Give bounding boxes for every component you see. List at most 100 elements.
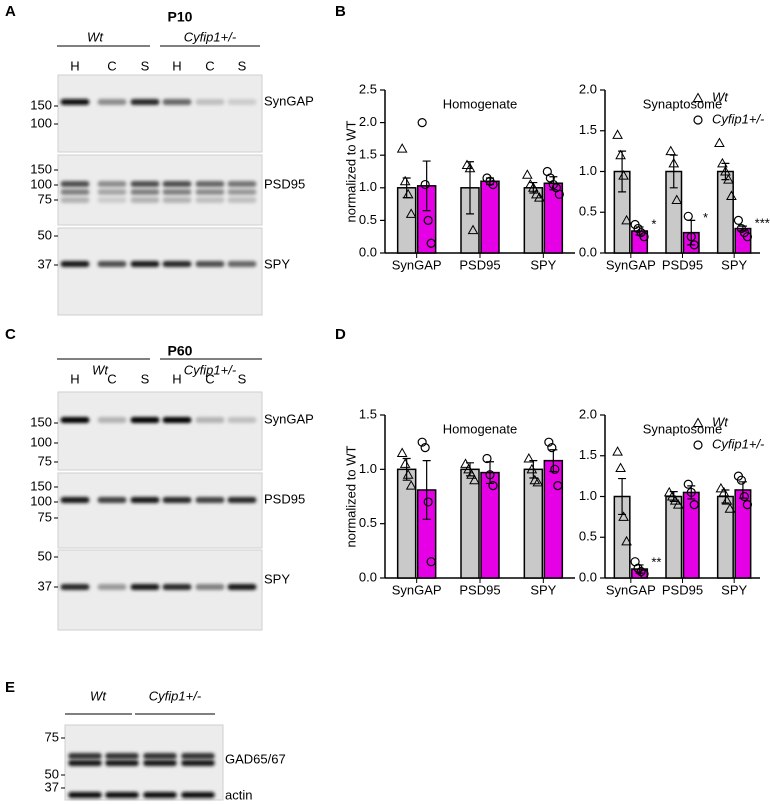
lane-label: H bbox=[172, 58, 181, 73]
band bbox=[195, 584, 225, 590]
point-marker bbox=[714, 137, 725, 147]
panel-letter: C bbox=[5, 326, 16, 343]
y-tick-label: 1.5 bbox=[359, 406, 377, 421]
point-marker bbox=[693, 115, 703, 125]
band bbox=[195, 497, 225, 503]
point-marker bbox=[463, 463, 474, 474]
band bbox=[68, 792, 102, 798]
x-tick-label: PSD95 bbox=[459, 582, 500, 597]
y-tick-label: 0.5 bbox=[579, 529, 597, 544]
band bbox=[181, 753, 215, 759]
point-marker bbox=[466, 469, 477, 479]
band bbox=[181, 792, 215, 798]
y-tick-label: 0.5 bbox=[579, 204, 597, 219]
strip-label: SPY bbox=[264, 571, 290, 586]
point-marker bbox=[488, 481, 498, 491]
point-marker bbox=[621, 535, 632, 546]
point-marker bbox=[420, 443, 430, 453]
y-tick-label: 2.5 bbox=[359, 81, 377, 96]
band bbox=[97, 261, 127, 267]
band bbox=[60, 99, 90, 105]
band bbox=[97, 99, 127, 105]
point-marker bbox=[736, 475, 747, 485]
point-marker bbox=[692, 417, 704, 427]
bar bbox=[543, 182, 564, 254]
point-marker bbox=[544, 437, 554, 447]
point-marker bbox=[399, 175, 411, 186]
point-marker bbox=[553, 481, 563, 491]
blot-title: P60 bbox=[168, 343, 193, 359]
mw-marker: 150 bbox=[30, 478, 52, 493]
band bbox=[195, 197, 225, 203]
mw-marker: 100 bbox=[30, 434, 52, 449]
point-marker bbox=[405, 480, 417, 490]
band bbox=[227, 584, 257, 590]
mw-marker: 100 bbox=[30, 176, 52, 191]
group-label: Wt bbox=[90, 688, 107, 703]
panel-letter: E bbox=[5, 679, 15, 696]
panel-letter: B bbox=[335, 3, 346, 20]
point-marker bbox=[396, 143, 408, 153]
error-bar bbox=[669, 154, 678, 189]
bar bbox=[734, 489, 752, 579]
point-marker bbox=[527, 182, 539, 192]
band bbox=[195, 417, 225, 423]
strip-label: PSD95 bbox=[264, 176, 305, 191]
band bbox=[105, 753, 139, 759]
y-axis-label: normalized to WT bbox=[343, 446, 358, 548]
y-tick-label: 2.0 bbox=[579, 81, 597, 96]
point-marker bbox=[618, 511, 629, 521]
band bbox=[130, 497, 160, 503]
lane-label: S bbox=[238, 371, 247, 386]
bar bbox=[460, 468, 480, 579]
y-tick-label: 1.0 bbox=[359, 461, 377, 476]
mw-marker: 75 bbox=[38, 509, 52, 524]
x-tick-label: SPY bbox=[721, 582, 747, 597]
bar bbox=[665, 495, 683, 579]
band bbox=[162, 181, 192, 187]
point-marker bbox=[665, 145, 677, 156]
point-marker bbox=[621, 214, 632, 225]
band bbox=[60, 497, 90, 503]
point-marker bbox=[718, 486, 730, 497]
bar bbox=[716, 170, 734, 254]
blot-strip bbox=[57, 549, 263, 631]
point-marker bbox=[723, 174, 734, 184]
group-label: Cyfip1+/- bbox=[149, 688, 202, 703]
blot-strip bbox=[57, 227, 263, 316]
mw-marker: 150 bbox=[30, 161, 52, 176]
point-marker bbox=[693, 440, 703, 450]
point-marker bbox=[402, 469, 414, 479]
band bbox=[105, 760, 139, 766]
band bbox=[227, 189, 257, 195]
point-marker bbox=[615, 149, 626, 160]
chart-title: Homogenate bbox=[443, 421, 517, 436]
blot-strip bbox=[57, 74, 263, 153]
error-bar bbox=[422, 460, 431, 520]
x-tick-label: PSD95 bbox=[459, 257, 500, 272]
point-marker bbox=[686, 487, 696, 498]
point-marker bbox=[636, 566, 646, 577]
band bbox=[162, 197, 192, 203]
point-marker bbox=[671, 194, 683, 205]
band bbox=[195, 99, 225, 105]
point-marker bbox=[402, 188, 414, 199]
point-marker bbox=[612, 446, 623, 456]
band bbox=[227, 99, 257, 105]
bar bbox=[716, 495, 734, 579]
mw-marker: 50 bbox=[38, 548, 52, 563]
group-label: Wt bbox=[92, 362, 109, 377]
x-tick-label: PSD95 bbox=[662, 582, 703, 597]
point-marker bbox=[724, 503, 736, 513]
point-marker bbox=[423, 215, 433, 225]
y-tick-label: 1.5 bbox=[579, 447, 597, 462]
y-tick-label: 1.0 bbox=[579, 163, 597, 178]
band bbox=[97, 181, 127, 187]
point-marker bbox=[683, 479, 693, 489]
chart-title: Synaptosome bbox=[643, 421, 723, 436]
point-marker bbox=[742, 232, 753, 242]
point-marker bbox=[460, 458, 471, 468]
lane-label: C bbox=[107, 371, 116, 386]
x-tick-label: SPY bbox=[721, 257, 747, 272]
